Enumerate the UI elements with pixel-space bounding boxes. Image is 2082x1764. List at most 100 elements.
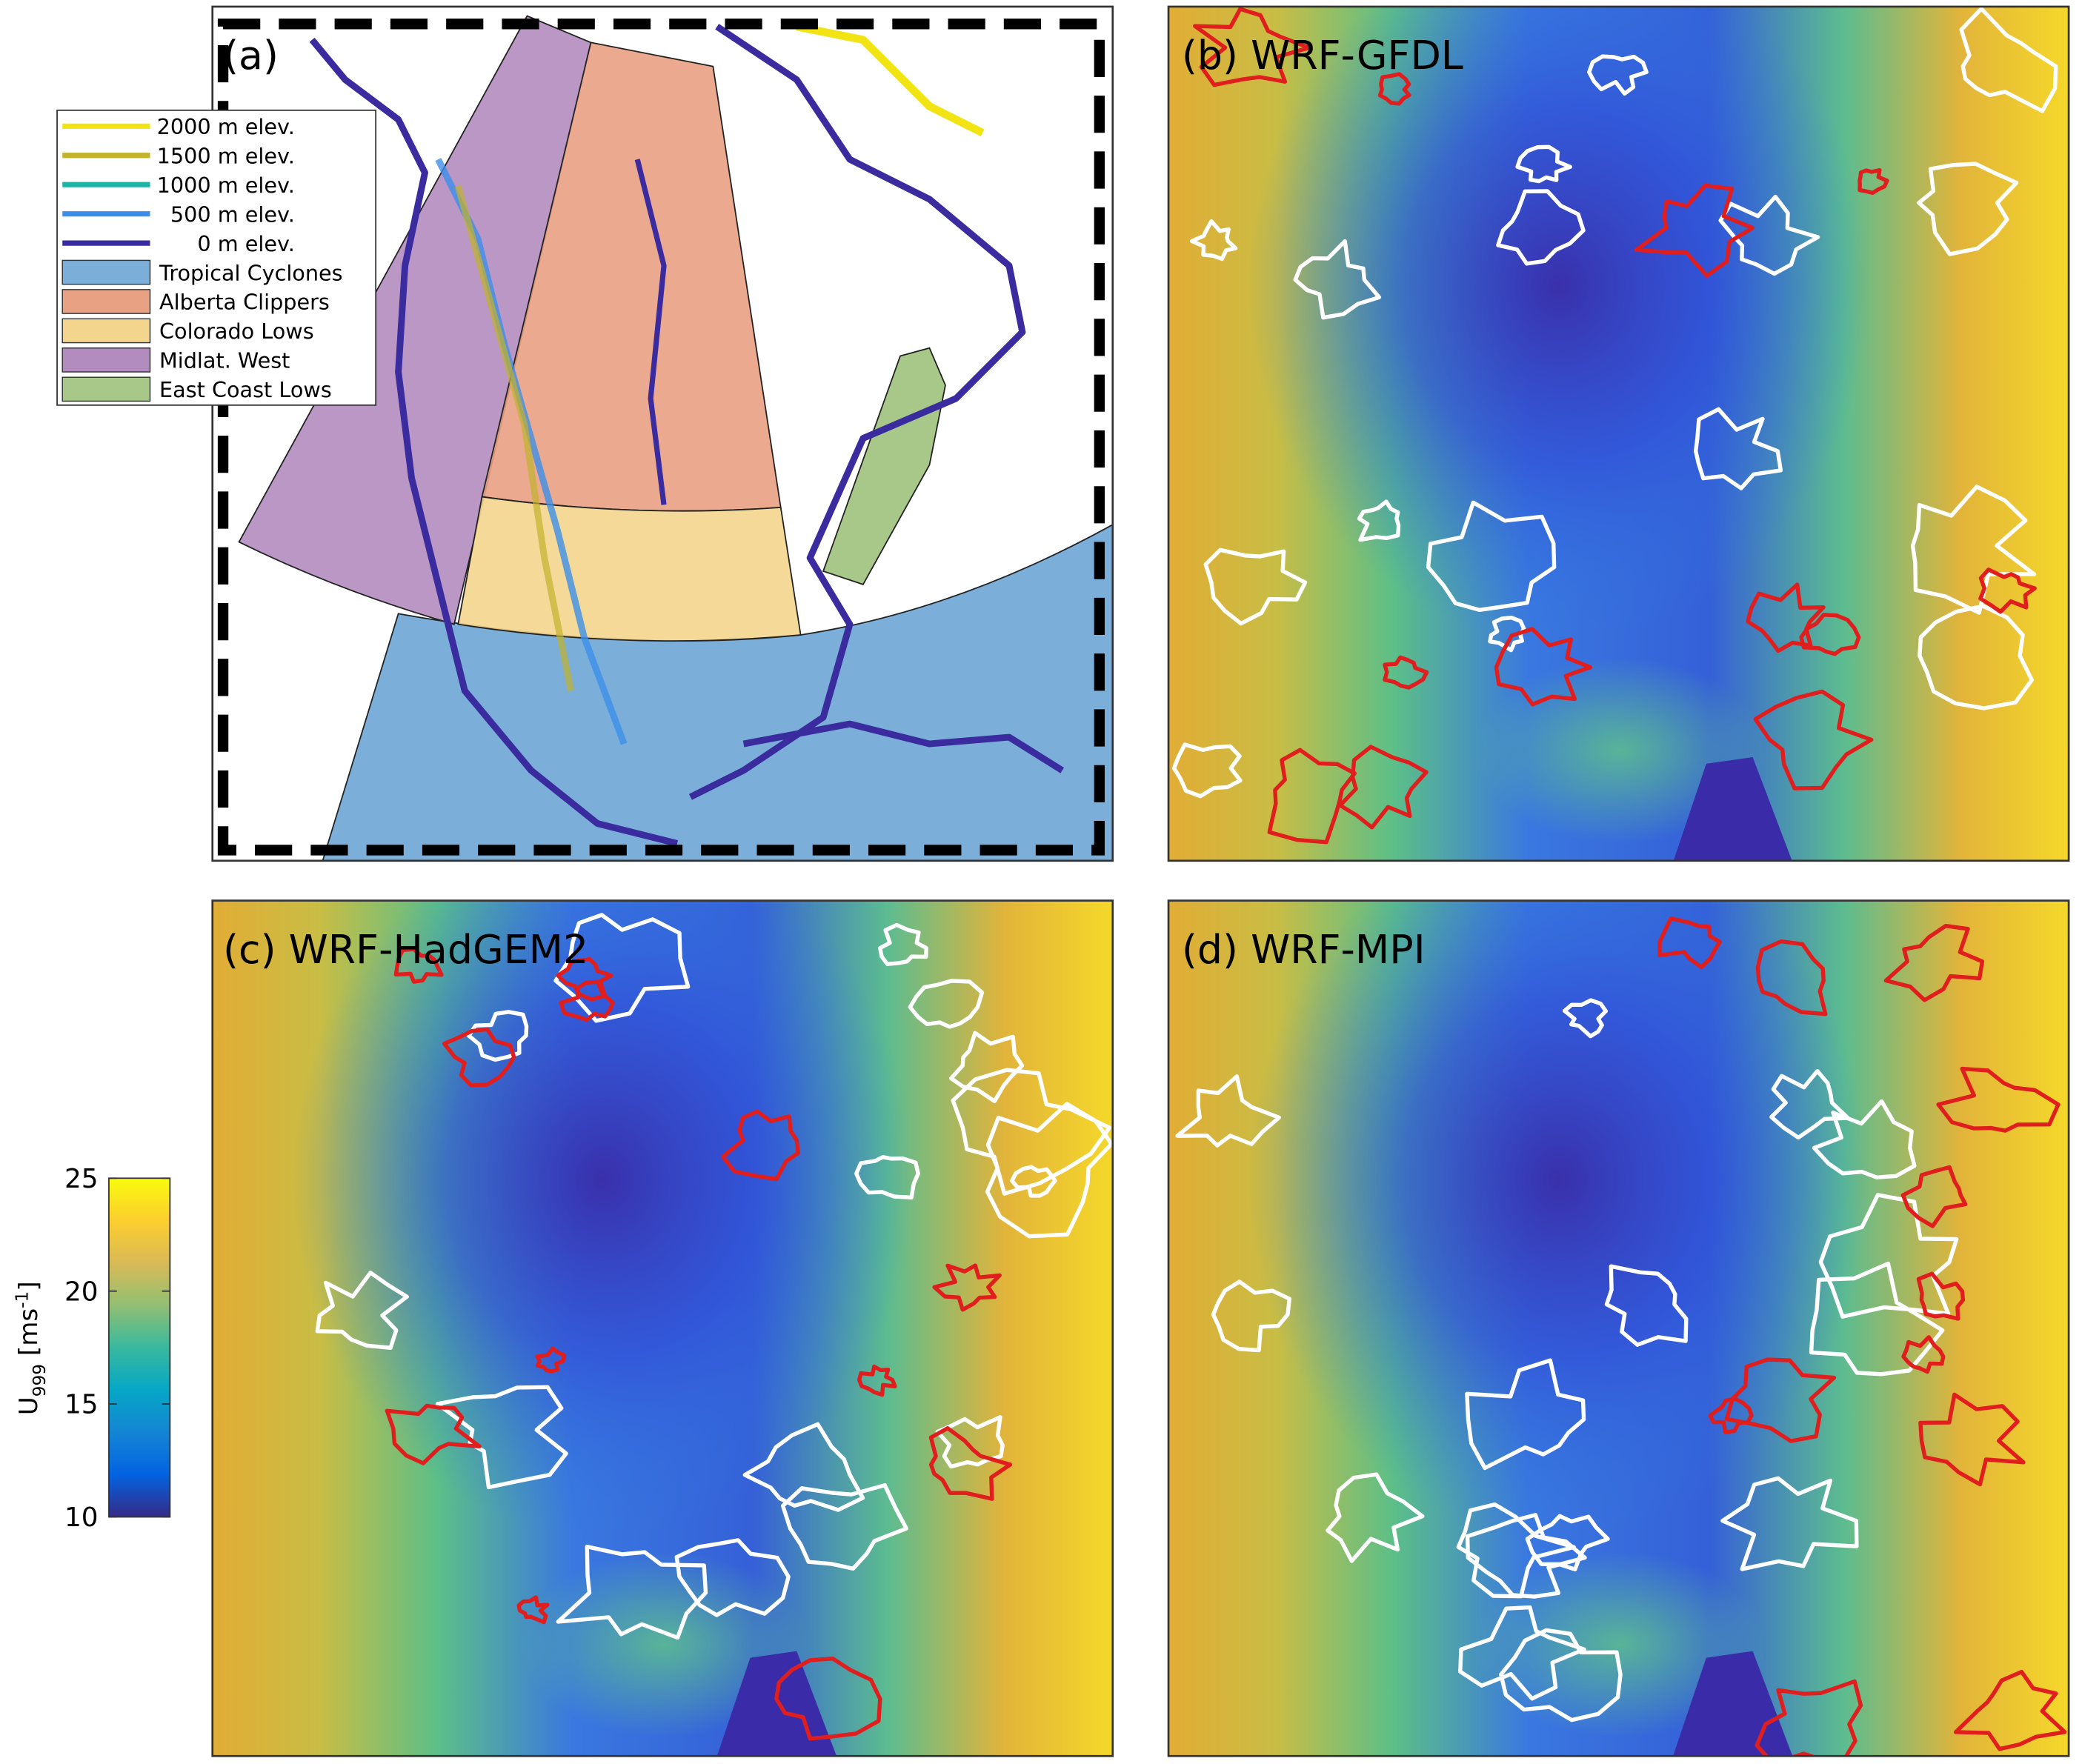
panel-label: (d) WRF-MPI — [1182, 926, 1426, 973]
contour — [1657, 916, 1722, 970]
contour — [1357, 499, 1401, 542]
contour — [674, 1538, 791, 1617]
contour — [742, 1422, 865, 1512]
region-eastcoast — [822, 347, 946, 585]
legend-swatch — [61, 259, 151, 285]
contour — [1326, 1472, 1425, 1563]
colorbar-ramp — [108, 1177, 171, 1518]
contour — [1465, 1513, 1587, 1599]
panel-a-map — [212, 6, 1113, 861]
contour — [315, 1271, 409, 1350]
legend-swatch — [61, 289, 151, 314]
contour — [1338, 745, 1429, 830]
panel-d-map — [1168, 900, 2069, 1757]
wind-field-gulf — [1474, 657, 1766, 844]
contour — [467, 1010, 529, 1062]
contour — [556, 956, 613, 1002]
contour — [1799, 613, 1861, 656]
legend-label: Midlat. West — [159, 348, 290, 373]
region-colorado — [457, 496, 802, 642]
contour — [1918, 1392, 2026, 1487]
contour — [932, 1263, 1002, 1312]
legend-label: 0 m elev. — [197, 231, 294, 256]
contour — [1818, 1193, 1959, 1319]
contour — [928, 1426, 1013, 1501]
legend-label: Alberta Clippers — [159, 290, 330, 315]
contour — [1916, 1271, 1966, 1321]
contour — [1456, 1502, 1576, 1599]
contour — [556, 1544, 708, 1640]
colorbar-label-part: U — [14, 1397, 44, 1415]
contour — [1267, 748, 1357, 845]
panel-frame — [211, 899, 1114, 1757]
contour — [951, 1068, 1112, 1196]
contour — [535, 1346, 567, 1374]
contour — [1900, 1165, 1968, 1228]
panel-b-map — [1168, 6, 2069, 861]
contour — [1753, 689, 1874, 791]
contour — [1720, 1476, 1859, 1571]
contour — [1458, 1605, 1586, 1701]
contour — [1293, 239, 1382, 320]
legend-label: 1500 m elev. — [157, 144, 295, 169]
contour — [1755, 1679, 1863, 1757]
legend: 2000 m elev. 1500 m elev. 1000 m elev. 500 … — [56, 109, 377, 406]
legend-swatch — [61, 376, 151, 402]
wind-field-mexico — [1673, 756, 1792, 861]
contour — [1901, 1335, 1946, 1374]
colorbar-tick-label: 10 — [64, 1502, 99, 1533]
contour — [1494, 627, 1593, 707]
contour — [1755, 939, 1828, 1016]
panel-frame — [1167, 899, 2070, 1757]
contour — [1857, 167, 1889, 196]
legend-label: 500 m elev. — [170, 202, 295, 227]
colorbar-label-part: [ms — [14, 1308, 44, 1364]
contour — [553, 913, 691, 1023]
contour — [1171, 742, 1243, 799]
colorbar-label-part: -1 — [13, 1291, 33, 1308]
wind-field-gulf — [517, 1551, 811, 1738]
contour — [1488, 616, 1526, 653]
contour — [1769, 1068, 1850, 1140]
contour — [908, 979, 985, 1029]
contour — [857, 1364, 897, 1397]
contour — [774, 1657, 882, 1741]
contour — [1426, 500, 1557, 612]
contour — [1918, 604, 2034, 710]
contour — [435, 1385, 568, 1490]
contour — [1693, 407, 1783, 490]
colorbar-tick-label: 15 — [64, 1390, 99, 1420]
legend-swatch — [61, 347, 151, 373]
contour — [780, 1482, 908, 1571]
contour — [1936, 1066, 2061, 1133]
contour — [1959, 7, 2058, 113]
region-midlat — [238, 15, 592, 625]
colorbar-label-part: ] — [14, 1281, 44, 1291]
contour — [442, 1027, 516, 1088]
colorbar-label-part: 999 — [30, 1364, 50, 1397]
contour — [1383, 655, 1429, 690]
contour — [385, 1403, 482, 1465]
contour — [1587, 54, 1649, 96]
contour — [1193, 7, 1311, 87]
panel-frame — [211, 5, 1114, 862]
contour — [393, 947, 444, 984]
panel-label: (c) WRF-HadGEM2 — [223, 926, 588, 973]
contour — [1515, 144, 1573, 184]
contour — [559, 979, 615, 1022]
contour — [1175, 1074, 1282, 1148]
contour — [948, 1031, 1025, 1104]
contour — [1708, 1397, 1754, 1435]
contour — [1496, 189, 1586, 266]
legend-label: Tropical Cyclones — [159, 260, 343, 285]
contour — [935, 1415, 1005, 1469]
contour — [1203, 547, 1308, 626]
contour — [878, 922, 928, 966]
contour — [1634, 183, 1755, 278]
contour — [1809, 1261, 1945, 1377]
panel-label: (b) WRF-GFDL — [1182, 32, 1463, 79]
colorbar-tick-label: 25 — [64, 1164, 99, 1194]
legend-label: 2000 m elev. — [157, 114, 295, 139]
